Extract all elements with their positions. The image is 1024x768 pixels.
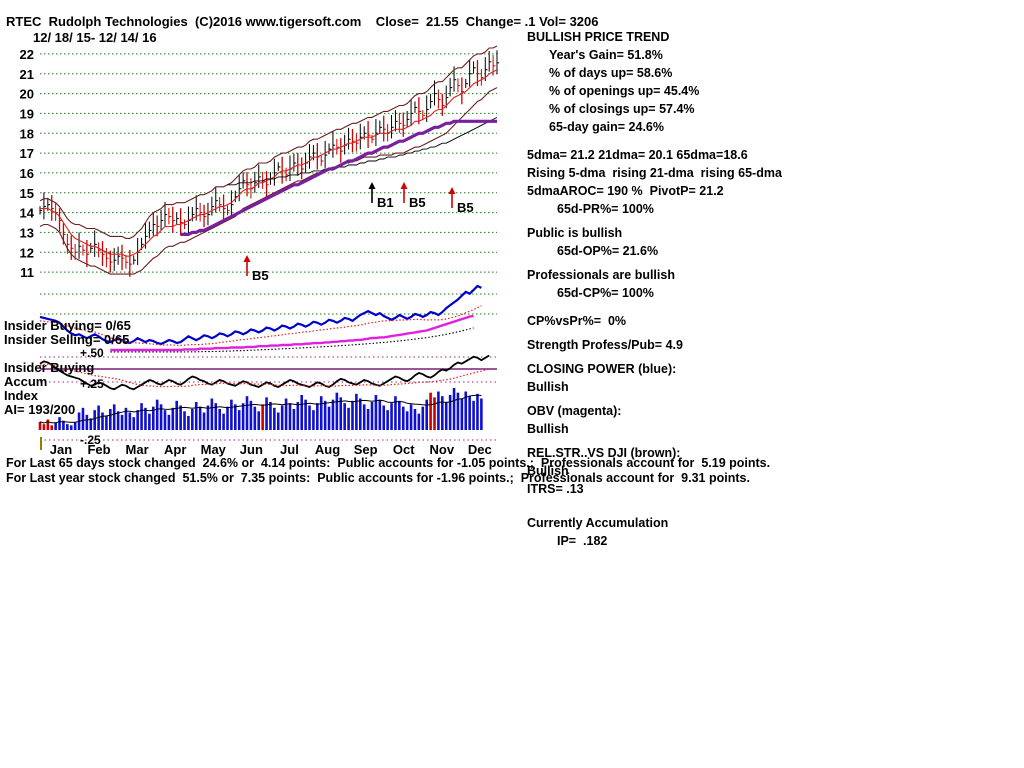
buy-signal [368,182,376,189]
ip-value: IP= .182 [557,534,608,548]
years-gain: Year's Gain= 51.8% [549,48,663,62]
y-tick-label: 16 [20,166,34,181]
pct-openings-up: % of openings up= 45.4% [549,84,700,98]
x-tick-label: Nov [429,442,454,457]
x-tick-label: Aug [315,442,340,457]
y-tick-label: 14 [20,206,35,221]
ai-title-line3: Index [4,388,39,403]
closing-power-line [39,305,482,347]
bottom-summary: For Last 65 days stock changed 24.6% or … [6,456,770,486]
overlay-line [180,119,497,236]
buy-signal-markers[interactable]: B5 B1 B5 B5 [243,182,474,283]
overlay-line [39,45,498,239]
overlay-line [227,116,498,186]
x-tick-label: Jun [240,442,263,457]
x-tick-label: Mar [126,442,149,457]
grid-label-plus25: +.25 [80,377,104,391]
buy-signal [448,187,456,194]
overlay-line [40,69,498,257]
trend-title: BULLISH PRICE TREND [527,30,670,44]
closing-power-title: CLOSING POWER (blue): [527,362,677,376]
rising-dma-status: Rising 5-dma rising 21-dma rising 65-dma [527,166,782,180]
ai-value-label: AI= 193/200 [4,402,75,417]
ai-title-line2: Accum [4,374,47,389]
x-tick-label: Jan [50,442,72,457]
insider-selling-label: Insider Selling= 0/65 [4,332,129,347]
y-axis-labels: 22 21 20 19 18 17 16 15 14 13 12 11 [20,47,35,280]
closing-power-line [39,284,482,346]
buy-signal: B5 [252,268,269,283]
x-tick-label: Sep [354,442,378,457]
accumulation-index-group [39,354,497,391]
pct-days-up: % of days up= 58.6% [549,66,673,80]
overlay-line [39,87,498,275]
closing-power-line [110,327,474,353]
chart-canvas[interactable]: 22 21 20 19 18 17 16 15 14 13 12 11 Jan Feb Mar Apr May… [0,0,1024,500]
x-tick-label: Apr [164,442,186,457]
cp-65-percent: 65d-CP%= 100% [557,286,654,300]
pr-65-percent: 65d-PR%= 100% [557,202,654,216]
relstr-status: Bullish [527,464,569,478]
accumulation-status: Currently Accumulation [527,516,669,530]
professionals-status: Professionals are bullish [527,268,675,282]
x-tick-label: Dec [468,442,492,457]
buy-signal: B5 [457,200,474,215]
pct-closings-up: % of closings up= 57.4% [549,102,695,116]
volume-bars-group [38,388,483,430]
closing-power-line [110,314,474,352]
strength-profess-pub: Strength Profess/Pub= 4.9 [527,338,683,352]
x-tick-label: Oct [393,442,415,457]
y-tick-label: 21 [20,67,34,82]
insider-buying-label: Insider Buying= 0/65 [4,318,131,333]
header-title: RTEC Rudolph Technologies (C)2016 www.ti… [6,14,599,29]
itrs-value: ITRS= .13 [527,482,584,496]
x-tick-label: Jul [280,442,299,457]
dma-values: 5dma= 21.2 21dma= 20.1 65dma=18.6 [527,148,748,162]
buy-signal [243,255,251,262]
public-status: Public is bullish [527,226,623,240]
y-tick-label: 12 [20,245,34,260]
stock-chart-svg[interactable]: 22 21 20 19 18 17 16 15 14 13 12 11 Jan Feb Mar Apr May… [0,0,1024,500]
x-axis-month-labels: Jan Feb Mar Apr May Jun Jul Aug Sep Oct Nov Dec [40,437,492,457]
y-tick-label: 13 [20,225,34,240]
indicator-summary-panel: BULLISH PRICE TREND Year's Gain= 51.8% %… [527,28,827,550]
y-tick-label: 15 [20,186,34,201]
grid-label-minus25: -.25 [80,433,101,447]
date-range-label: 12/ 18/ 15- 12/ 14/ 16 [33,30,157,45]
cp-vs-pr: CP%vsPr%= 0% [527,314,627,328]
ai-title-line1: Insider Buying [4,360,94,375]
ai-line [39,354,490,391]
obv-status: Bullish [527,422,569,436]
closing-power-status: Bullish [527,380,569,394]
price-overlay-lines [39,45,498,275]
chart-gridlines [40,53,497,441]
x-tick-label: Feb [87,442,110,457]
obv-title: OBV (magenta): [527,404,622,418]
op-65-percent: 65d-OP%= 21.6% [557,244,659,258]
x-tick-label: May [201,442,227,457]
volume-bar [39,394,482,424]
buy-signal [400,182,408,189]
y-tick-label: 19 [20,106,34,121]
price-bars-group [39,50,500,277]
y-tick-label: 22 [20,47,34,62]
relstr-title: REL.STR..VS DJI (brown): [527,446,681,460]
y-tick-label: 18 [20,126,34,141]
gain-65-day: 65-day gain= 24.6% [549,120,664,134]
y-tick-label: 17 [20,146,34,161]
y-tick-label: 20 [20,87,34,102]
buy-signal: B5 [409,195,426,210]
y-tick-label: 11 [20,265,34,280]
summary-line-65-days: For Last 65 days stock changed 24.6% or … [6,456,771,470]
closing-power-group [39,284,482,353]
aroc-pivot: 5dmaAROC= 190 % PivotP= 21.2 [527,184,724,198]
summary-line-last-year: For Last year stock changed 51.5% or 7.3… [6,471,750,485]
grid-label-plus50: +.50 [80,346,104,360]
buy-signal: B1 [377,195,394,210]
